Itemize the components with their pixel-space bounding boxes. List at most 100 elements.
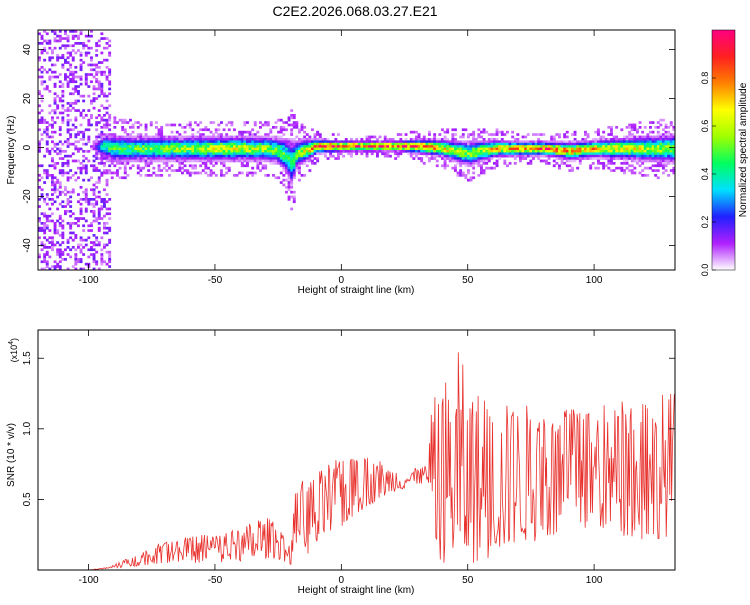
heatmap-cell [472,157,476,160]
heatmap-cell [51,30,54,33]
heatmap-cell [170,152,174,156]
heatmap-cell [168,154,171,158]
heatmap-cell [373,140,377,144]
heatmap-cell [79,236,83,240]
heatmap-cell [170,150,174,153]
heatmap-cell [165,138,169,141]
heatmap-cell [521,150,525,153]
heatmap-cell [308,169,312,172]
heatmap-cell [558,166,561,170]
heatmap-cell [490,140,494,144]
heatmap-cell [266,157,270,160]
heatmap-cell [188,145,192,148]
heatmap-cell [264,133,268,136]
heatmap-cell [40,248,44,252]
heatmap-cell [97,217,101,220]
heatmap-cell [656,150,660,153]
heatmap-cell [108,80,112,84]
heatmap-cell [53,231,57,235]
heatmap-cell [212,152,216,156]
spectrogram-y-tick-label: 40 [22,44,33,56]
spectrogram-x-tick-label: 0 [339,275,345,286]
heatmap-cell [43,118,47,122]
heatmap-cell [103,123,106,127]
heatmap-cell [272,145,275,148]
heatmap-cell [256,159,260,163]
heatmap-cell [646,147,650,151]
heatmap-cell [581,147,585,151]
heatmap-cell [638,147,642,151]
heatmap-cell [123,135,127,139]
heatmap-cell [207,138,210,141]
heatmap-cell [279,126,283,129]
heatmap-cell [623,171,626,175]
heatmap-cell [610,126,613,129]
heatmap-cell [534,152,538,156]
heatmap-cell [669,121,673,124]
heatmap-cell [53,229,57,232]
heatmap-cell [638,138,642,141]
heatmap-cell [53,260,57,264]
heatmap-cell [97,152,101,156]
heatmap-cell [139,154,143,158]
heatmap-cell [225,138,229,141]
heatmap-cell [537,157,541,160]
heatmap-cell [147,159,151,163]
heatmap-cell [82,246,86,249]
heatmap-cell [139,150,143,153]
heatmap-cell [77,133,80,136]
heatmap-cell [201,162,205,165]
heatmap-cell [383,145,387,148]
heatmap-cell [61,241,65,244]
heatmap-cell [212,164,216,168]
heatmap-cell [334,150,338,153]
heatmap-cell [287,142,291,146]
heatmap-cell [100,32,104,36]
heatmap-cell [160,159,164,163]
heatmap-cell [422,150,426,153]
heatmap-cell [69,80,73,84]
heatmap-cell [79,42,83,45]
heatmap-cell [287,176,291,180]
heatmap-cell [40,94,44,98]
heatmap-cell [597,152,600,156]
heatmap-cell [649,142,652,146]
heatmap-cell [142,159,145,163]
heatmap-cell [58,56,62,60]
heatmap-cell [186,138,190,141]
heatmap-cell [404,150,408,153]
heatmap-cell [664,169,668,172]
heatmap-cell [134,159,138,163]
heatmap-cell [672,133,676,136]
heatmap-cell [459,135,463,139]
heatmap-cell [303,135,307,139]
spectrogram-y-tick-label: 0 [22,144,33,150]
heatmap-cell [435,150,439,153]
heatmap-cell [659,123,663,127]
heatmap-cell [199,135,203,139]
heatmap-cell [253,145,257,148]
heatmap-cell [97,190,101,194]
heatmap-cell [87,109,91,112]
heatmap-cell [368,135,372,139]
heatmap-cell [160,154,164,158]
heatmap-cell [51,130,54,134]
heatmap-cell [669,152,673,156]
heatmap-cell [643,152,647,156]
heatmap-cell [155,121,158,124]
heatmap-cell [217,142,221,146]
heatmap-cell [170,135,174,139]
heatmap-cell [66,267,70,271]
heatmap-cell [279,154,283,158]
heatmap-cell [246,138,249,141]
heatmap-cell [95,138,99,141]
heatmap-cell [402,150,405,153]
heatmap-cell [238,152,242,156]
heatmap-cell [40,222,44,225]
heatmap-cell [246,142,249,146]
heatmap-cell [51,193,54,196]
heatmap-cell [45,224,49,228]
heatmap-cell [277,135,281,139]
heatmap-cell [100,135,104,139]
heatmap-cell [383,142,387,146]
